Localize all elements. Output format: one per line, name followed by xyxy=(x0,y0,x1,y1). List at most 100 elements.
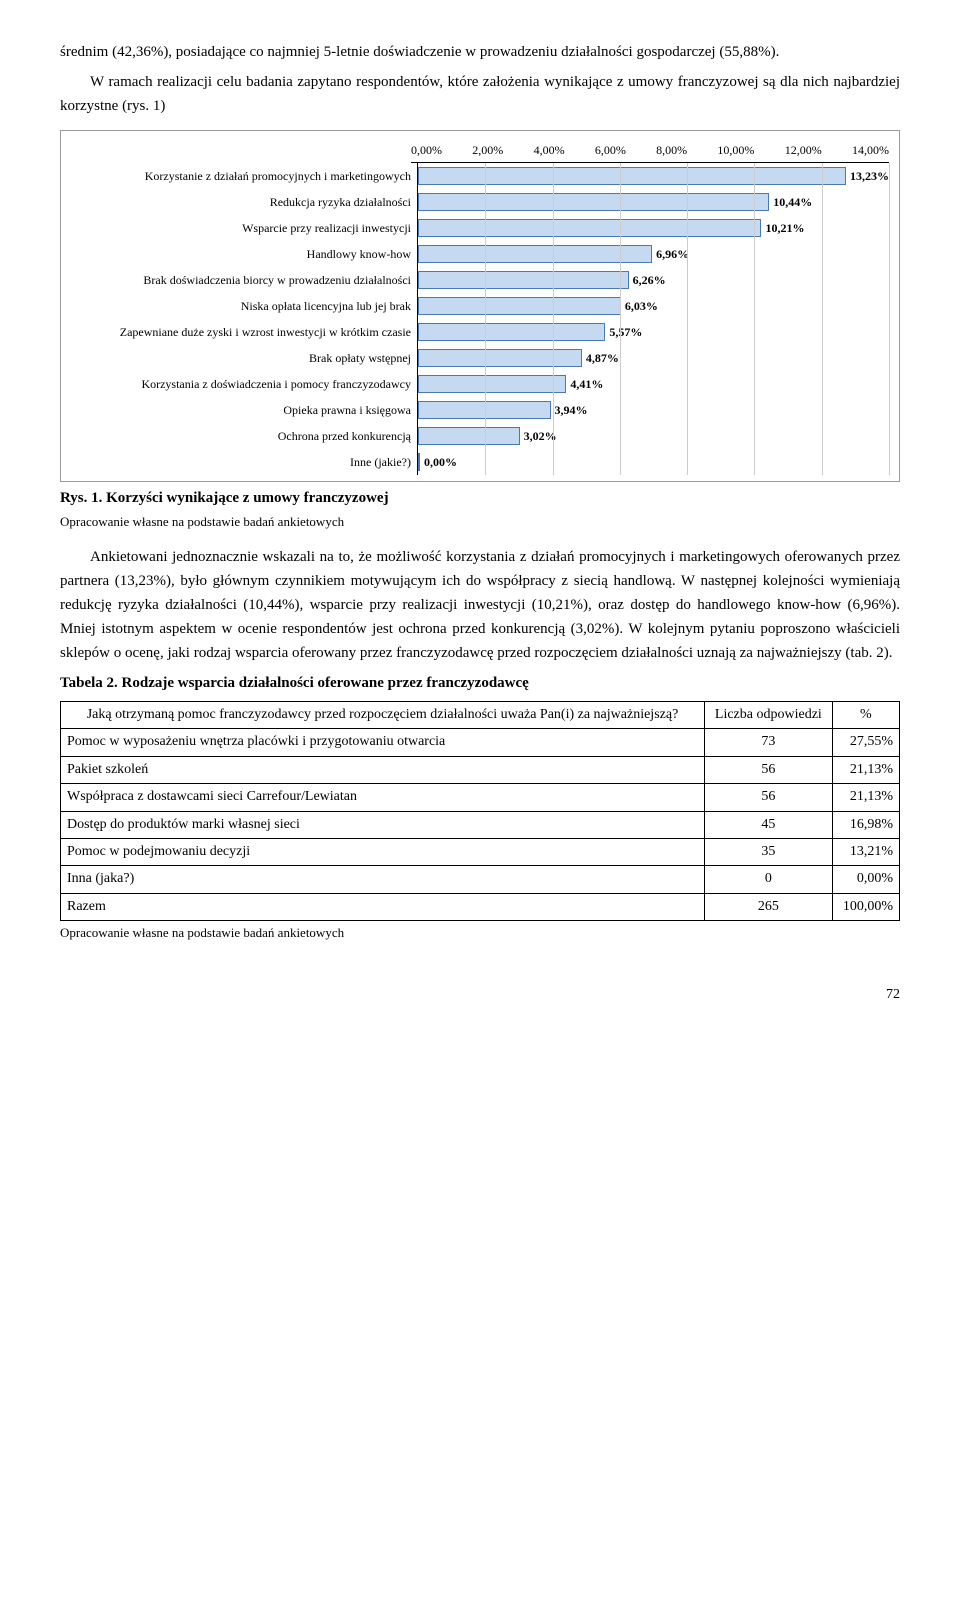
bar-value: 10,44% xyxy=(773,193,812,212)
table-cell-percent: 21,13% xyxy=(832,784,899,811)
bar-label: Zapewniane duże zyski i wzrost inwestycj… xyxy=(71,323,417,342)
table-cell-count: 73 xyxy=(704,729,832,756)
table-cell-label: Pakiet szkoleń xyxy=(61,756,705,783)
bar-label: Handlowy know-how xyxy=(71,245,417,264)
bar-track: 10,44% xyxy=(417,189,889,215)
table-cell-label: Inna (jaka?) xyxy=(61,866,705,893)
table-cell-count: 35 xyxy=(704,838,832,865)
chart-bar-row: Brak opłaty wstępnej 4,87% xyxy=(71,345,889,371)
paragraph-2: W ramach realizacji celu badania zapytan… xyxy=(60,70,900,118)
table-cell-percent: 21,13% xyxy=(832,756,899,783)
bar-fill xyxy=(418,219,761,237)
bar-value: 6,96% xyxy=(656,245,689,264)
axis-tick: 0,00% xyxy=(411,141,442,160)
bar-value: 10,21% xyxy=(765,219,804,238)
bar-track: 6,96% xyxy=(417,241,889,267)
bar-value: 3,02% xyxy=(524,427,557,446)
chart-bar-row: Korzystania z doświadczenia i pomocy fra… xyxy=(71,371,889,397)
axis-tick: 8,00% xyxy=(656,141,687,160)
table-row: Pomoc w wyposażeniu wnętrza placówki i p… xyxy=(61,729,900,756)
chart-bar-row: Niska opłata licencyjna lub jej brak 6,03… xyxy=(71,293,889,319)
axis-tick: 14,00% xyxy=(852,141,889,160)
axis-tick: 12,00% xyxy=(785,141,822,160)
bar-label: Niska opłata licencyjna lub jej brak xyxy=(71,297,417,316)
table-cell-percent: 16,98% xyxy=(832,811,899,838)
bar-track: 3,02% xyxy=(417,423,889,449)
bar-fill xyxy=(418,401,551,419)
chart-bar-row: Brak doświadczenia biorcy w prowadzeniu … xyxy=(71,267,889,293)
table-cell-count: 0 xyxy=(704,866,832,893)
bar-value: 0,00% xyxy=(424,453,457,472)
table-cell-count: 56 xyxy=(704,756,832,783)
bar-track: 10,21% xyxy=(417,215,889,241)
bar-track: 6,03% xyxy=(417,293,889,319)
table-cell-count: 265 xyxy=(704,893,832,920)
table-cell-label: Dostęp do produktów marki własnej sieci xyxy=(61,811,705,838)
bar-track: 0,00% xyxy=(417,449,889,475)
chart-bar-row: Ochrona przed konkurencją 3,02% xyxy=(71,423,889,449)
figure-source: Opracowanie własne na podstawie badań an… xyxy=(60,512,900,533)
bar-fill xyxy=(418,453,420,471)
chart-bar-row: Korzystanie z działań promocyjnych i mar… xyxy=(71,163,889,189)
bar-label: Brak doświadczenia biorcy w prowadzeniu … xyxy=(71,271,417,290)
table-row: Pakiet szkoleń5621,13% xyxy=(61,756,900,783)
bar-label: Wsparcie przy realizacji inwestycji xyxy=(71,219,417,238)
chart-bar-row: Handlowy know-how 6,96% xyxy=(71,241,889,267)
bar-fill xyxy=(418,427,520,445)
bar-track: 3,94% xyxy=(417,397,889,423)
bar-label: Opieka prawna i księgowa xyxy=(71,401,417,420)
table-cell-count: 45 xyxy=(704,811,832,838)
bar-fill xyxy=(418,323,605,341)
axis-tick: 2,00% xyxy=(472,141,503,160)
chart-bar-row: Redukcja ryzyka działalności 10,44% xyxy=(71,189,889,215)
table-cell-count: 56 xyxy=(704,784,832,811)
table-cell-label: Współpraca z dostawcami sieci Carrefour/… xyxy=(61,784,705,811)
page-number: 72 xyxy=(60,984,900,1006)
table-source: Opracowanie własne na podstawie badań an… xyxy=(60,923,900,944)
bar-track: 5,57% xyxy=(417,319,889,345)
chart-x-axis: 0,00% 2,00% 4,00% 6,00% 8,00% 10,00% 12,00% 14,… xyxy=(411,141,889,163)
bar-label: Korzystania z doświadczenia i pomocy fra… xyxy=(71,375,417,394)
bar-fill xyxy=(418,375,566,393)
paragraph-1: średnim (42,36%), posiadające co najmnie… xyxy=(60,40,900,64)
table-cell-label: Pomoc w podejmowaniu decyzji xyxy=(61,838,705,865)
table-header-count: Liczba odpowiedzi xyxy=(704,701,832,728)
table-row: Pomoc w podejmowaniu decyzji3513,21% xyxy=(61,838,900,865)
table-row: Razem265100,00% xyxy=(61,893,900,920)
bar-value: 6,03% xyxy=(625,297,658,316)
bar-label: Redukcja ryzyka działalności xyxy=(71,193,417,212)
bar-track: 13,23% xyxy=(417,163,889,189)
bar-value: 3,94% xyxy=(555,401,588,420)
table-header-question: Jaką otrzymaną pomoc franczyzodawcy prze… xyxy=(61,701,705,728)
chart-bar-row: Zapewniane duże zyski i wzrost inwestycj… xyxy=(71,319,889,345)
bar-label: Korzystanie z działań promocyjnych i mar… xyxy=(71,167,417,186)
figure-caption: Rys. 1. Korzyści wynikające z umowy fran… xyxy=(60,486,900,510)
bar-value: 5,57% xyxy=(609,323,642,342)
bar-fill xyxy=(418,167,846,185)
bar-track: 4,87% xyxy=(417,345,889,371)
bar-value: 4,87% xyxy=(586,349,619,368)
axis-tick: 4,00% xyxy=(534,141,565,160)
table-cell-label: Pomoc w wyposażeniu wnętrza placówki i p… xyxy=(61,729,705,756)
benefits-bar-chart: 0,00% 2,00% 4,00% 6,00% 8,00% 10,00% 12,00% 14,… xyxy=(60,130,900,482)
support-types-table: Jaką otrzymaną pomoc franczyzodawcy prze… xyxy=(60,701,900,921)
bar-label: Brak opłaty wstępnej xyxy=(71,349,417,368)
table-cell-label: Razem xyxy=(61,893,705,920)
axis-tick: 6,00% xyxy=(595,141,626,160)
bar-fill xyxy=(418,349,582,367)
axis-tick: 10,00% xyxy=(717,141,754,160)
table-row: Współpraca z dostawcami sieci Carrefour/… xyxy=(61,784,900,811)
bar-track: 6,26% xyxy=(417,267,889,293)
bar-fill xyxy=(418,193,769,211)
bar-value: 13,23% xyxy=(850,167,889,186)
table-cell-percent: 27,55% xyxy=(832,729,899,756)
table-row: Inna (jaka?)00,00% xyxy=(61,866,900,893)
chart-bar-row: Opieka prawna i księgowa 3,94% xyxy=(71,397,889,423)
table-cell-percent: 100,00% xyxy=(832,893,899,920)
table-caption: Tabela 2. Rodzaje wsparcia działalności … xyxy=(60,671,900,695)
bar-fill xyxy=(418,245,652,263)
table-row: Dostęp do produktów marki własnej sieci4… xyxy=(61,811,900,838)
bar-value: 4,41% xyxy=(570,375,603,394)
bar-label: Ochrona przed konkurencją xyxy=(71,427,417,446)
bar-fill xyxy=(418,271,629,289)
